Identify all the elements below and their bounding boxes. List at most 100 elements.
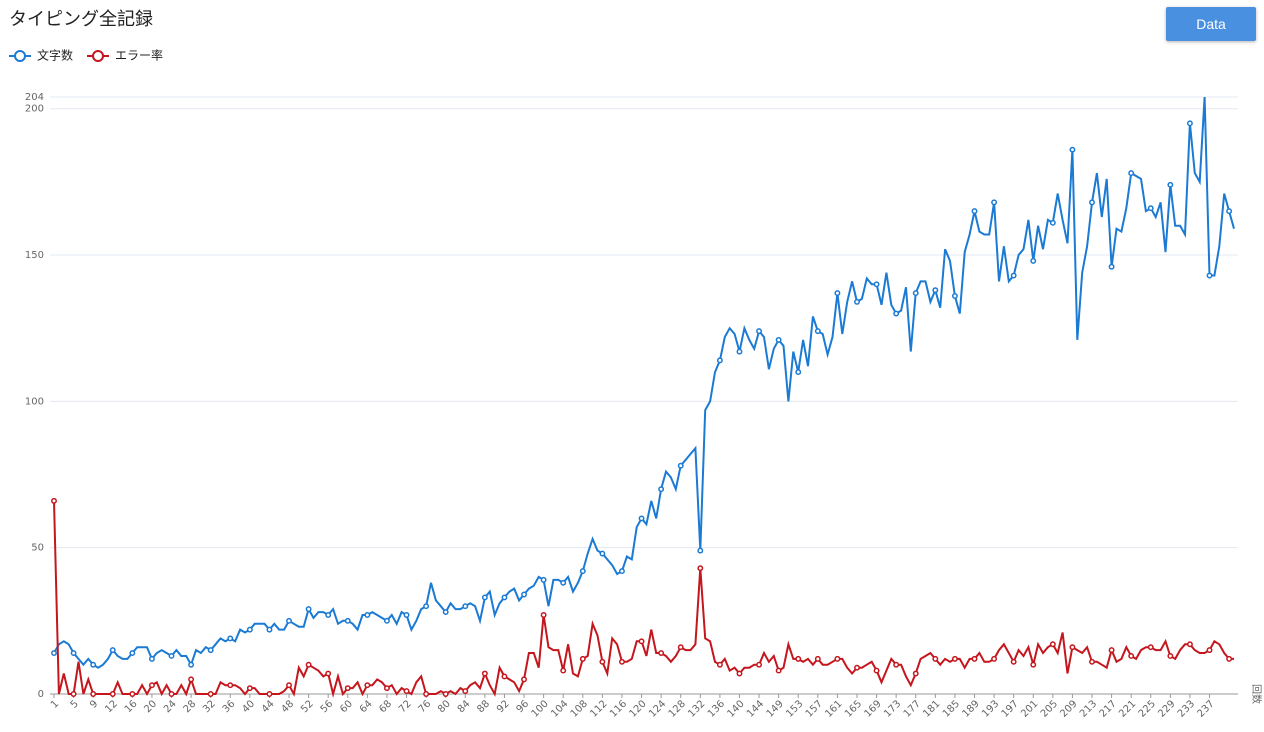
x-tick-label: 233 [1176, 698, 1197, 719]
point-marker [1167, 181, 1174, 188]
point-marker [1030, 661, 1037, 668]
point-marker [1186, 641, 1193, 648]
point-marker [286, 682, 292, 689]
point-marker [599, 550, 606, 557]
point-marker [873, 281, 880, 288]
point-marker [736, 670, 743, 677]
point-marker [383, 617, 390, 624]
x-tick-label: 60 [338, 698, 355, 715]
point-marker [305, 661, 312, 668]
point-marker [1226, 208, 1233, 215]
point-marker [736, 348, 743, 355]
point-marker [442, 609, 449, 616]
point-marker [90, 661, 97, 668]
point-marker [501, 594, 508, 601]
point-marker [442, 691, 449, 697]
x-tick-label: 217 [1098, 698, 1119, 719]
point-marker [658, 486, 665, 493]
point-marker [109, 691, 116, 697]
point-marker [344, 685, 351, 692]
x-tick-label: 209 [1058, 698, 1079, 719]
point-marker [560, 579, 567, 586]
x-tick-label: 124 [647, 698, 668, 719]
chart-title: タイピング全記録 [9, 9, 153, 30]
point-marker [364, 682, 371, 689]
point-marker [188, 676, 195, 683]
x-tick-label: 44 [260, 698, 277, 715]
x-tick-label: 201 [1019, 698, 1040, 719]
point-marker [129, 691, 136, 697]
point-marker [1128, 653, 1135, 659]
point-marker [1167, 653, 1174, 659]
point-marker [775, 336, 782, 343]
point-marker [207, 691, 214, 697]
point-marker [148, 655, 155, 662]
point-marker [1010, 272, 1017, 279]
point-marker [423, 691, 430, 697]
point-marker [1049, 641, 1056, 648]
point-marker [560, 667, 567, 674]
x-tick-label: 149 [765, 698, 786, 719]
point-marker [638, 515, 645, 522]
point-marker [912, 290, 919, 297]
point-marker [1049, 219, 1056, 226]
point-marker [834, 655, 841, 662]
point-marker [599, 658, 606, 665]
x-tick-label: 100 [530, 698, 551, 719]
data-button[interactable]: Data [1166, 7, 1256, 41]
x-tick-label: 64 [358, 698, 375, 715]
point-marker [403, 612, 410, 618]
x-tick-label: 153 [784, 698, 805, 719]
point-marker [756, 661, 763, 668]
point-marker [893, 310, 900, 317]
x-tick-label: 108 [569, 698, 590, 719]
point-marker [168, 691, 175, 697]
point-marker [1206, 272, 1213, 279]
point-marker [1128, 170, 1135, 177]
series-line [53, 500, 1234, 698]
point-marker [697, 547, 704, 554]
x-tick-label: 237 [1195, 698, 1216, 719]
point-marker [854, 664, 860, 671]
point-marker [109, 647, 116, 654]
point-marker [1226, 655, 1233, 662]
point-marker [227, 682, 234, 689]
legend-label: エラー率 [115, 48, 163, 63]
point-marker [1108, 263, 1115, 270]
y-tick-label: 100 [25, 396, 44, 407]
point-marker [501, 673, 508, 680]
point-marker [540, 576, 547, 583]
x-tick-label: 1 [49, 698, 61, 710]
point-marker [1147, 205, 1154, 212]
x-tick-label: 128 [667, 698, 688, 719]
point-marker [521, 591, 527, 598]
point-marker [540, 612, 547, 618]
x-tick-label: 48 [279, 698, 296, 715]
point-marker [129, 650, 136, 656]
x-tick-label: 52 [299, 698, 316, 715]
point-marker [971, 208, 978, 215]
x-tick-label: 5 [69, 698, 81, 710]
point-marker [286, 617, 292, 624]
point-marker [364, 612, 371, 618]
point-marker [1089, 658, 1095, 665]
x-tick-label: 205 [1039, 698, 1060, 719]
x-tick-label: 225 [1137, 698, 1158, 719]
point-marker [325, 670, 332, 677]
point-marker [1186, 120, 1193, 127]
point-marker [51, 650, 57, 656]
x-tick-label: 221 [1117, 698, 1138, 719]
point-marker [951, 655, 958, 662]
point-marker [1030, 257, 1037, 264]
point-marker [481, 594, 488, 601]
point-marker [716, 357, 723, 364]
x-tick-label: 165 [843, 698, 864, 719]
point-marker [1089, 199, 1095, 206]
x-tick-label: 177 [902, 698, 923, 719]
point-marker [148, 682, 155, 689]
point-marker [403, 688, 410, 695]
x-tick-label: 116 [608, 698, 629, 719]
x-tick-label: 213 [1078, 698, 1099, 719]
point-marker [344, 617, 351, 624]
point-marker [462, 688, 469, 695]
